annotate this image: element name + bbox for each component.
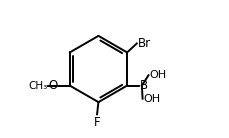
Text: OH: OH bbox=[148, 70, 166, 80]
Text: CH₃: CH₃ bbox=[28, 81, 47, 91]
Text: O: O bbox=[48, 79, 58, 92]
Text: OH: OH bbox=[142, 94, 160, 104]
Text: B: B bbox=[139, 79, 147, 92]
Text: Br: Br bbox=[137, 37, 150, 50]
Text: F: F bbox=[93, 116, 100, 129]
